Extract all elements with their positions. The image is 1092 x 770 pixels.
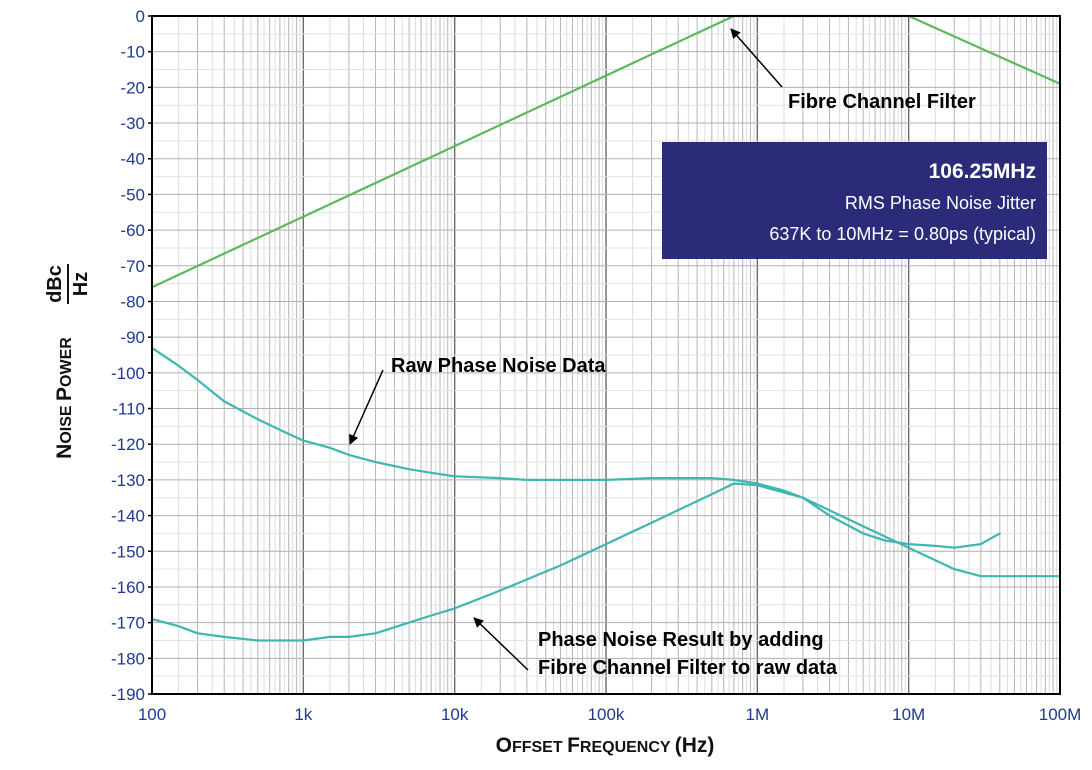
y-tick-label: -100 bbox=[111, 364, 145, 383]
y-tick-label: -50 bbox=[120, 185, 145, 204]
y-tick-label: -10 bbox=[120, 43, 145, 62]
y-tick-label: -160 bbox=[111, 578, 145, 597]
annotation-fibre-label: Fibre Channel Filter bbox=[788, 91, 976, 113]
y-tick-label: -140 bbox=[111, 507, 145, 526]
annotation-result-label-line1: Phase Noise Result by adding bbox=[538, 629, 824, 651]
info-box-line1: RMS Phase Noise Jitter bbox=[845, 193, 1036, 213]
x-tick-label: 10M bbox=[892, 705, 925, 724]
x-tick-label: 1k bbox=[294, 705, 312, 724]
plot-frame bbox=[151, 15, 1061, 695]
info-box: 106.25MHz RMS Phase Noise Jitter 637K to… bbox=[662, 142, 1047, 259]
y-tick-label: 0 bbox=[136, 7, 145, 26]
y-tick-label: -130 bbox=[111, 471, 145, 490]
annotation-result-label-line2: Fibre Channel Filter to raw data bbox=[538, 657, 838, 679]
y-tick-label: -20 bbox=[120, 78, 145, 97]
y-tick-label: -180 bbox=[111, 649, 145, 668]
x-tick-labels: 100 1k 10k 100k 1M 10M 100M bbox=[138, 705, 1081, 724]
x-axis-title: OFFSET FREQUENCY (Hz) bbox=[496, 734, 715, 757]
y-tick-label: -150 bbox=[111, 542, 145, 561]
y-tick-labels: 0 -10 -20 -30 -40 -50 -60 -70 -80 -90 -100 -110 -120… bbox=[111, 7, 152, 704]
y-tick-label: -60 bbox=[120, 221, 145, 240]
y-tick-label: -170 bbox=[111, 614, 145, 633]
y-tick-label: -30 bbox=[120, 114, 145, 133]
y-unit-denominator: Hz bbox=[70, 272, 92, 296]
annotation-fibre-arrow bbox=[730, 28, 783, 88]
info-box-line2: 637K to 10MHz = 0.80ps (typical) bbox=[769, 224, 1036, 244]
annotation-raw: Raw Phase Noise Data bbox=[349, 355, 606, 445]
info-box-title: 106.25MHz bbox=[929, 160, 1036, 183]
y-tick-label: -90 bbox=[120, 328, 145, 347]
info-box-background bbox=[662, 142, 1047, 259]
y-tick-label: -190 bbox=[111, 685, 145, 704]
y-axis-title: NOISE POWER dBc Hz bbox=[44, 264, 92, 459]
y-tick-label: -110 bbox=[112, 400, 145, 419]
x-tick-label: 100M bbox=[1039, 705, 1082, 724]
y-tick-label: -80 bbox=[120, 292, 145, 311]
annotation-raw-label: Raw Phase Noise Data bbox=[391, 355, 606, 377]
x-tick-label: 10k bbox=[441, 705, 469, 724]
y-unit-numerator: dBc bbox=[44, 265, 66, 303]
series-line-3 bbox=[150, 482, 1062, 642]
y-tick-label: -40 bbox=[120, 150, 145, 169]
svg-text:NOISE POWER: NOISE POWER bbox=[53, 337, 76, 459]
grid bbox=[151, 15, 1060, 695]
y-tick-label: -120 bbox=[111, 435, 145, 454]
x-tick-label: 100k bbox=[588, 705, 625, 724]
annotation-raw-arrow bbox=[349, 369, 384, 445]
y-tick-label: -70 bbox=[120, 257, 145, 276]
annotation-result: Phase Noise Result by adding Fibre Chann… bbox=[473, 617, 838, 679]
x-tick-label: 1M bbox=[746, 705, 770, 724]
annotation-fibre: Fibre Channel Filter bbox=[730, 28, 976, 113]
x-tick-label: 100 bbox=[138, 705, 166, 724]
series-line-2 bbox=[150, 346, 1001, 549]
annotation-result-arrow bbox=[473, 617, 529, 671]
